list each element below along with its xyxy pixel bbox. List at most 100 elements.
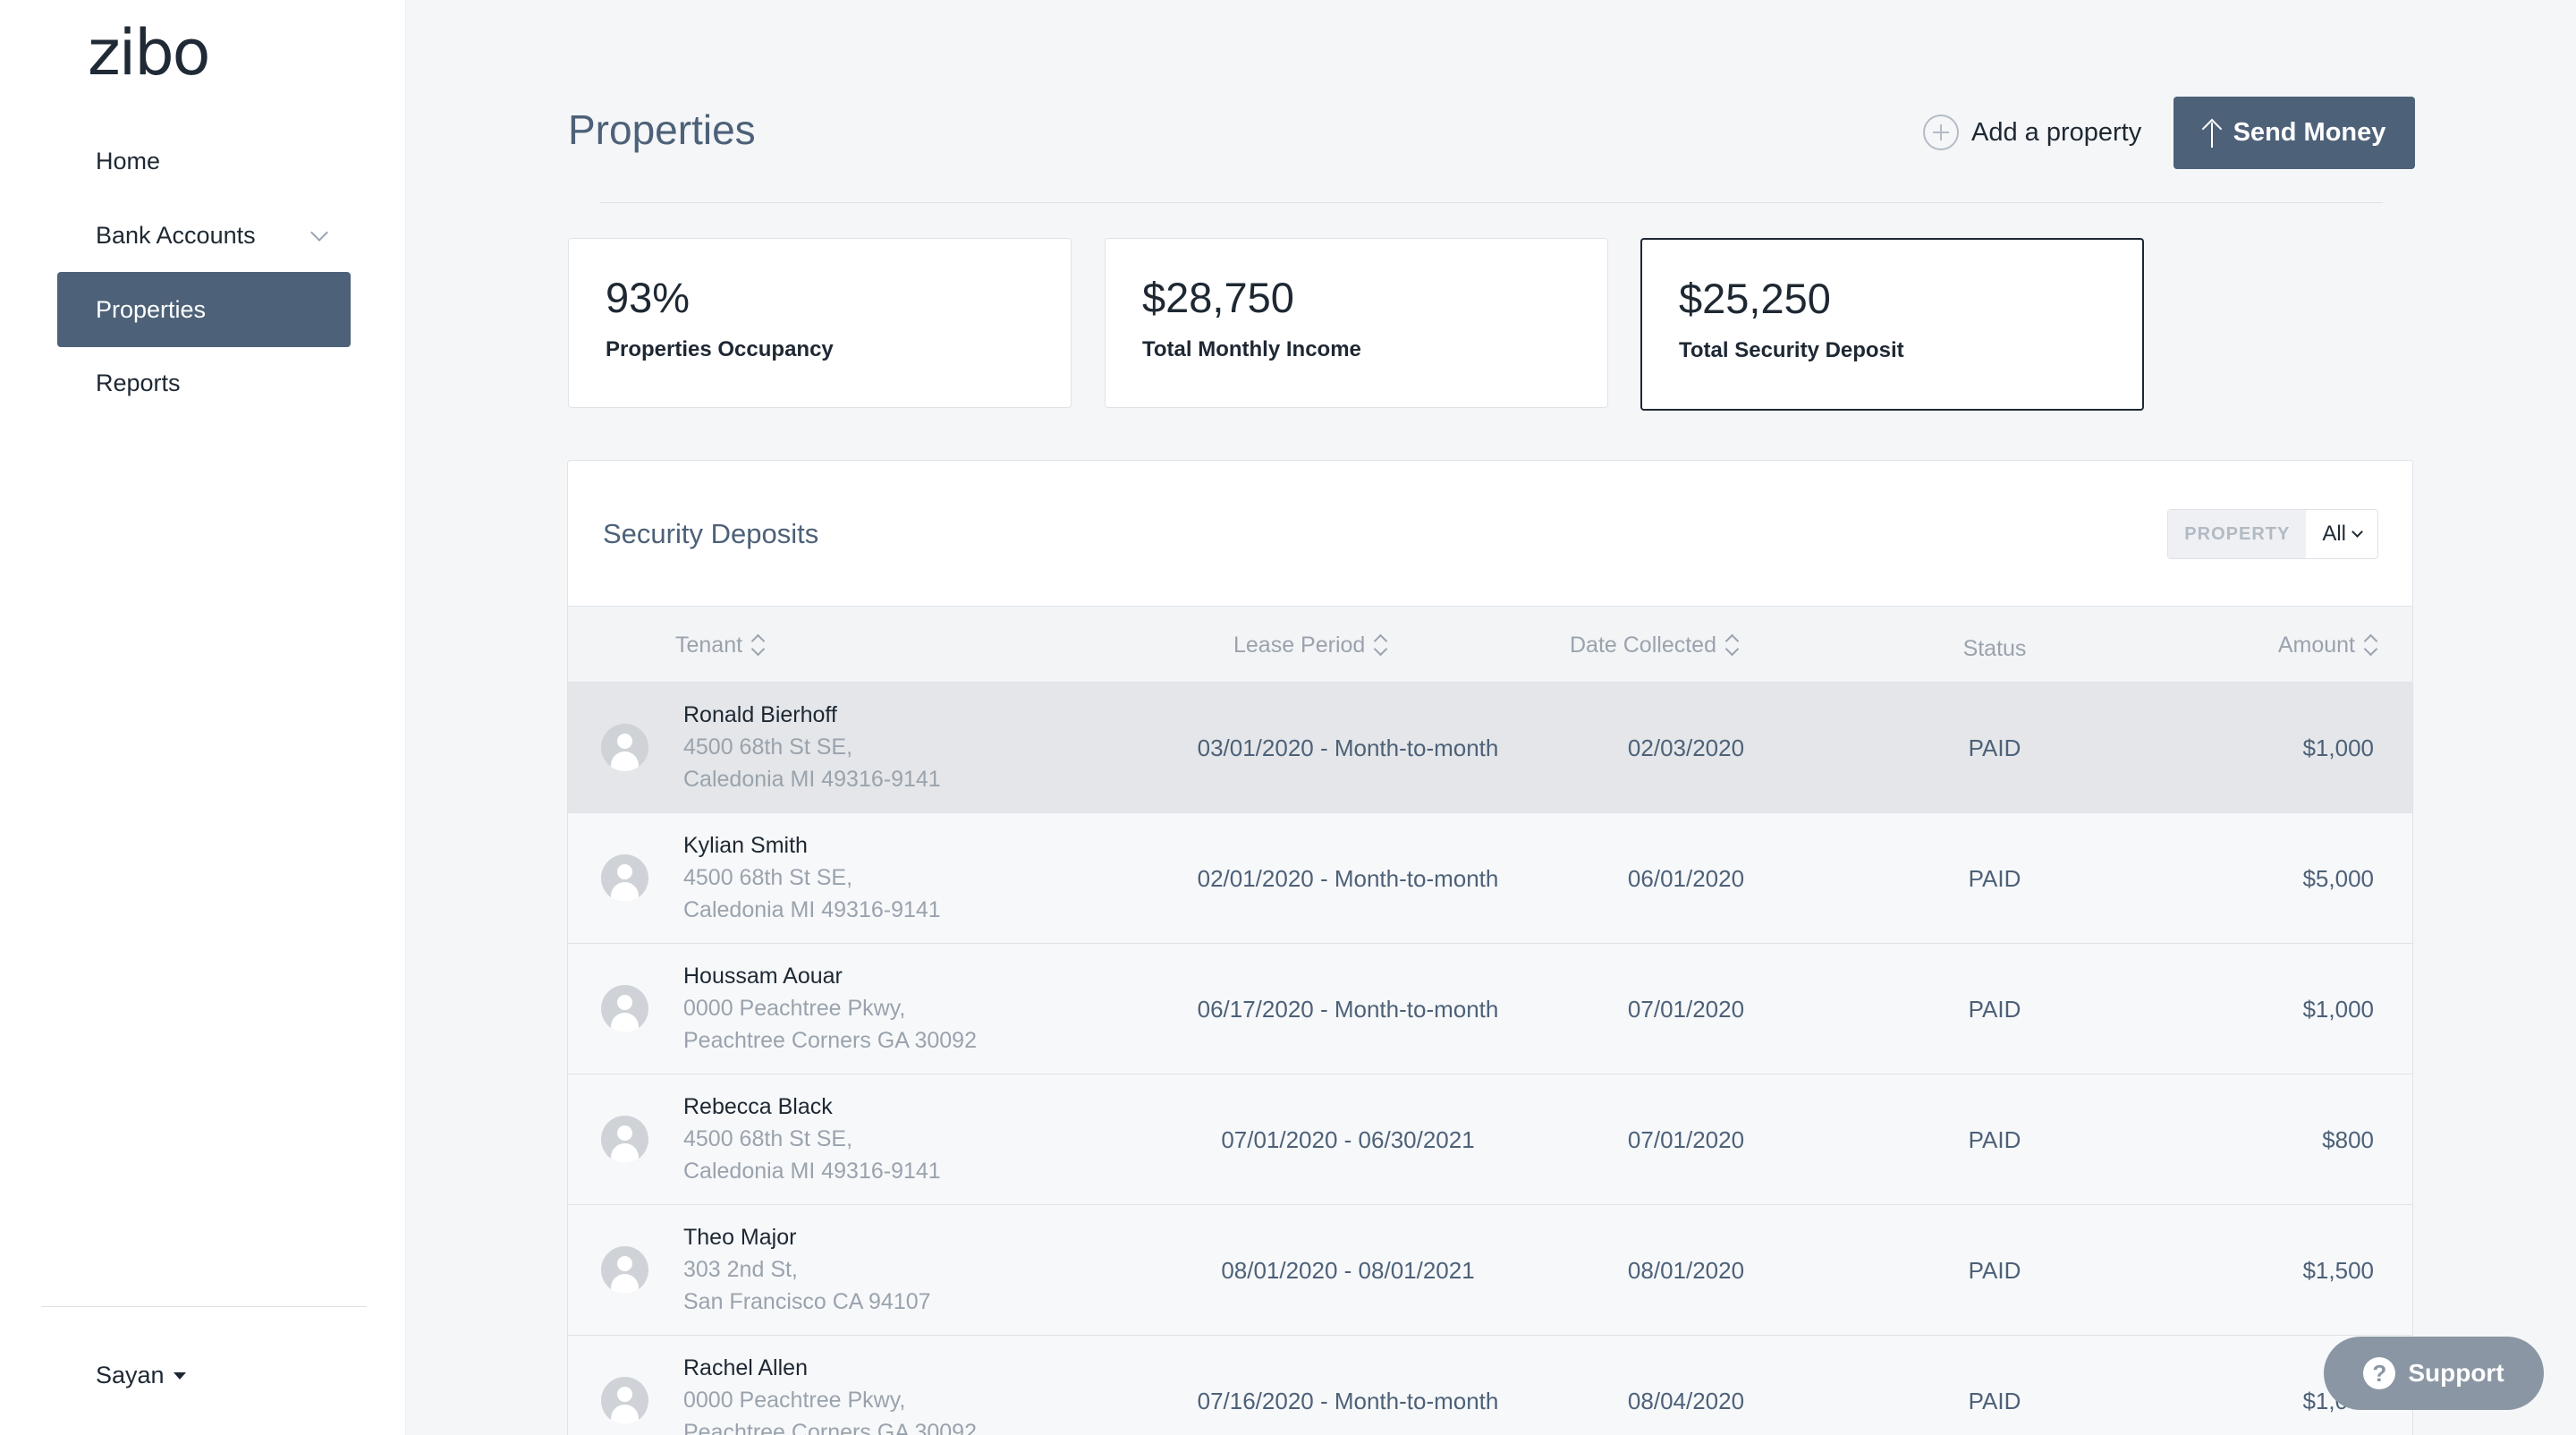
avatar-icon [601, 1116, 648, 1163]
send-money-button[interactable]: Send Money [2174, 97, 2415, 169]
sidebar-item-label: Home [96, 147, 161, 174]
send-money-label: Send Money [2233, 118, 2386, 147]
support-button[interactable]: ? Support [2324, 1337, 2544, 1410]
sidebar-item-home[interactable]: Home [57, 123, 351, 199]
table-header: Tenant Lease Period Date Collected Statu… [568, 606, 2412, 684]
status: PAID [1968, 995, 2021, 1023]
stat-value: $25,250 [1679, 275, 1831, 322]
avatar-icon [601, 1246, 648, 1294]
status: PAID [1968, 1256, 2021, 1284]
tenant-name: Houssam Aouar [683, 964, 843, 989]
tenant-cell: Theo Major 303 2nd St, San Francisco CA … [683, 1221, 931, 1318]
stat-card-security-deposit[interactable]: $25,250 Total Security Deposit [1640, 238, 2144, 411]
sort-icon [751, 632, 764, 658]
table-row[interactable]: Ronald Bierhoff 4500 68th St SE, Caledon… [568, 683, 2412, 813]
tenant-cell: Rebecca Black 4500 68th St SE, Caledonia… [683, 1091, 941, 1187]
tenant-address-line2: Caledonia MI 49316-9141 [683, 897, 941, 922]
amount: $800 [2322, 1125, 2374, 1153]
column-label: Status [1962, 635, 2027, 661]
arrow-up-icon [2203, 119, 2221, 148]
stat-label: Properties Occupancy [606, 336, 834, 361]
amount: $1,000 [2302, 734, 2374, 761]
amount: $1,000 [2302, 995, 2374, 1023]
security-deposits-panel: Security Deposits PROPERTY All Tenant Le… [567, 460, 2413, 1435]
date-collected: 02/03/2020 [1627, 734, 1745, 761]
status: PAID [1968, 1125, 2021, 1153]
add-property-button[interactable]: Add a property [1923, 115, 2141, 150]
sidebar-item-properties[interactable]: Properties [57, 272, 351, 347]
avatar-icon [601, 985, 648, 1032]
avatar-icon [601, 854, 648, 902]
table-row[interactable]: Kylian Smith 4500 68th St SE, Caledonia … [568, 813, 2412, 944]
column-header-date-collected[interactable]: Date Collected [1570, 607, 1738, 684]
date-collected: 08/01/2020 [1627, 1256, 1745, 1284]
chevron-down-icon [2351, 525, 2363, 538]
tenant-cell: Rachel Allen 0000 Peachtree Pkwy, Peacht… [683, 1352, 977, 1435]
chevron-down-icon [310, 224, 328, 242]
plus-circle-icon [1923, 115, 1959, 150]
tenant-cell: Houssam Aouar 0000 Peachtree Pkwy, Peach… [683, 960, 977, 1057]
sidebar-item-reports[interactable]: Reports [57, 345, 351, 420]
lease-period: 07/16/2020 - Month-to-month [1197, 1387, 1499, 1414]
tenant-name: Rebecca Black [683, 1094, 833, 1119]
stat-card-monthly-income[interactable]: $28,750 Total Monthly Income [1105, 238, 1608, 408]
panel-title: Security Deposits [603, 518, 819, 549]
stat-value: $28,750 [1142, 274, 1294, 321]
tenant-name: Kylian Smith [683, 833, 808, 858]
filter-value: All [2322, 522, 2346, 546]
tenant-address-line1: 4500 68th St SE, [683, 734, 853, 760]
sidebar-item-bank-accounts[interactable]: Bank Accounts [57, 198, 351, 273]
stat-label: Total Security Deposit [1679, 337, 1904, 362]
column-header-amount[interactable]: Amount [2278, 607, 2377, 684]
column-label: Amount [2277, 632, 2355, 658]
status: PAID [1968, 1387, 2021, 1414]
user-name: Sayan [96, 1362, 165, 1388]
table-row[interactable]: Houssam Aouar 0000 Peachtree Pkwy, Peach… [568, 944, 2412, 1074]
caret-down-icon [173, 1371, 186, 1380]
column-header-lease-period[interactable]: Lease Period [1233, 607, 1386, 684]
tenant-cell: Kylian Smith 4500 68th St SE, Caledonia … [683, 829, 941, 926]
tenant-name: Ronald Bierhoff [683, 702, 837, 727]
lease-period: 07/01/2020 - 06/30/2021 [1221, 1125, 1475, 1153]
page-title: Properties [568, 106, 756, 153]
tenant-address-line2: Peachtree Corners GA 30092 [683, 1420, 977, 1435]
lease-period: 06/17/2020 - Month-to-month [1197, 995, 1499, 1023]
status: PAID [1968, 734, 2021, 761]
sidebar-item-label: Reports [96, 369, 181, 396]
sidebar-item-label: Bank Accounts [96, 221, 256, 249]
filter-label: PROPERTY [2168, 510, 2307, 558]
tenant-address-line1: 4500 68th St SE, [683, 1126, 853, 1151]
sidebar: zibo Home Bank Accounts Properties Repor… [0, 0, 406, 1435]
stat-label: Total Monthly Income [1142, 336, 1361, 361]
date-collected: 06/01/2020 [1627, 864, 1745, 892]
column-header-tenant[interactable]: Tenant [675, 607, 764, 684]
user-menu[interactable]: Sayan [96, 1362, 186, 1389]
table-row[interactable]: Theo Major 303 2nd St, San Francisco CA … [568, 1205, 2412, 1336]
tenant-address-line1: 0000 Peachtree Pkwy, [683, 1388, 906, 1413]
tenant-address-line2: Caledonia MI 49316-9141 [683, 767, 941, 792]
amount: $1,500 [2302, 1256, 2374, 1284]
table-row[interactable]: Rachel Allen 0000 Peachtree Pkwy, Peacht… [568, 1336, 2412, 1435]
tenant-address-line1: 0000 Peachtree Pkwy, [683, 996, 906, 1021]
add-property-label: Add a property [1971, 117, 2142, 147]
sort-icon [1725, 632, 1738, 658]
tenant-address-line1: 4500 68th St SE, [683, 865, 853, 890]
property-filter[interactable]: PROPERTY All [2167, 509, 2378, 559]
tenant-address-line2: Caledonia MI 49316-9141 [683, 1159, 941, 1184]
header-divider [599, 202, 2383, 203]
column-label: Lease Period [1233, 632, 1366, 658]
status: PAID [1968, 864, 2021, 892]
table-row[interactable]: Rebecca Black 4500 68th St SE, Caledonia… [568, 1074, 2412, 1205]
tenant-address-line2: San Francisco CA 94107 [683, 1289, 931, 1314]
lease-period: 08/01/2020 - 08/01/2021 [1221, 1256, 1475, 1284]
property-filter-select[interactable]: All [2306, 510, 2377, 558]
amount: $5,000 [2302, 864, 2374, 892]
support-label: Support [2408, 1359, 2504, 1387]
help-circle-icon: ? [2363, 1357, 2396, 1389]
logo[interactable]: zibo [88, 16, 210, 89]
column-label: Date Collected [1570, 632, 1716, 658]
date-collected: 07/01/2020 [1627, 995, 1745, 1023]
stat-card-occupancy[interactable]: 93% Properties Occupancy [568, 238, 1072, 408]
avatar-icon [601, 1377, 648, 1424]
sidebar-divider [41, 1306, 367, 1307]
